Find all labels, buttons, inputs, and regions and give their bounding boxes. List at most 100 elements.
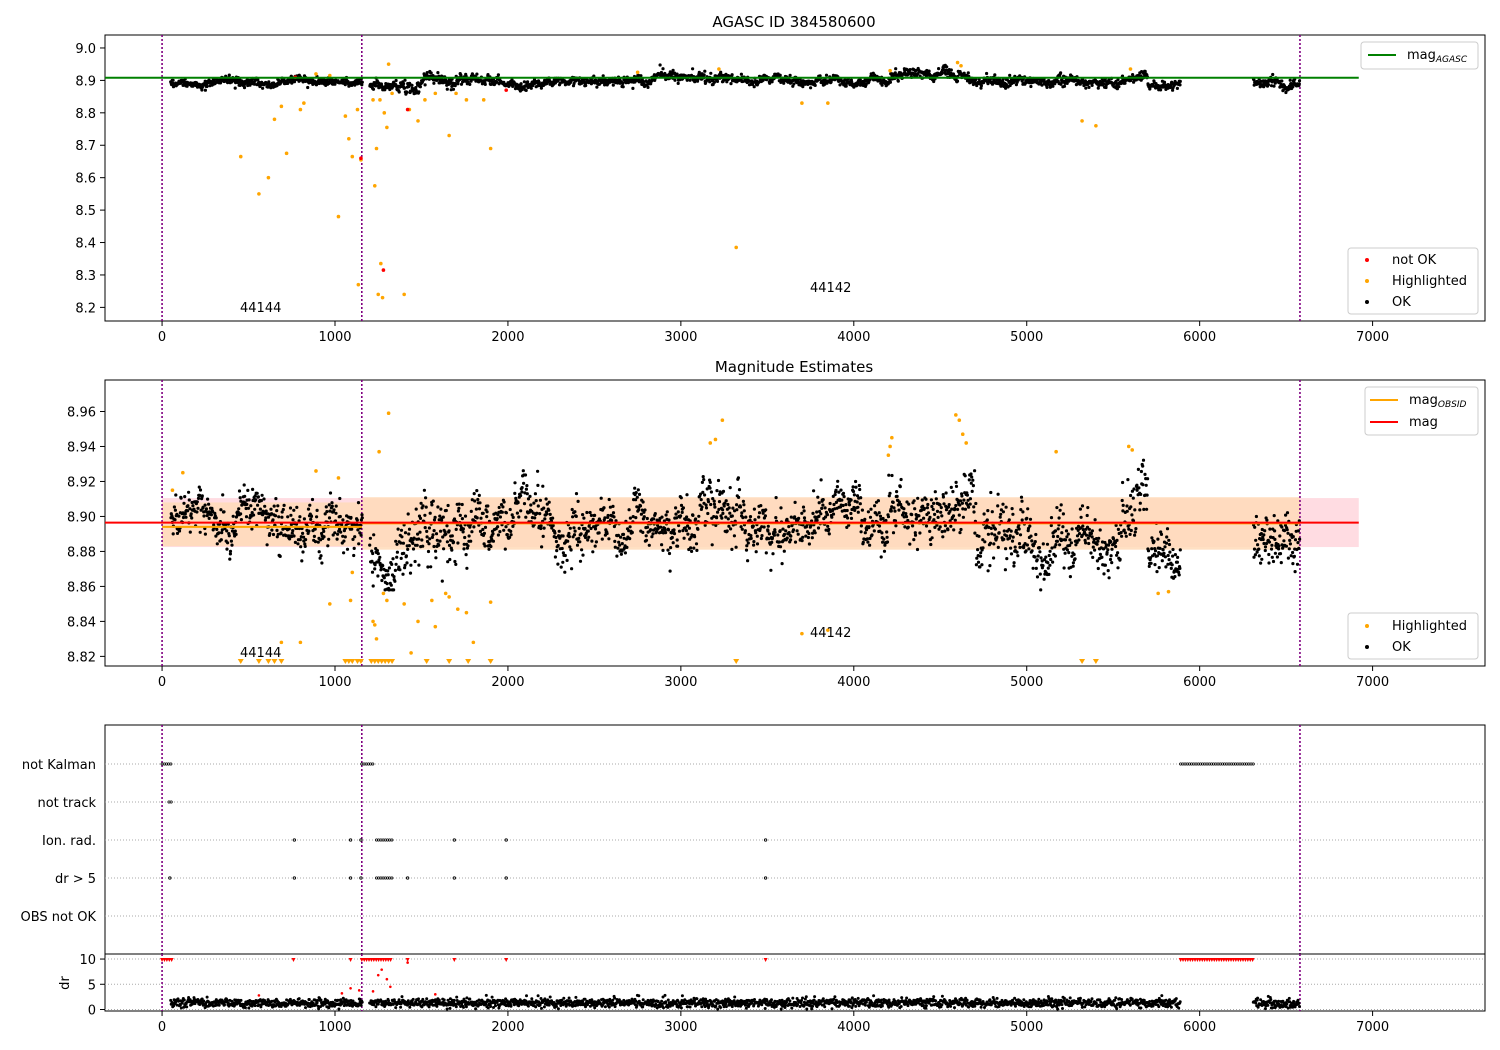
ok-point: [451, 87, 456, 91]
x-tick-label: 1000: [318, 330, 351, 345]
ok-point: [949, 68, 953, 72]
ok-point: [204, 507, 208, 511]
ok-point: [1029, 534, 1033, 538]
ok-point: [464, 553, 468, 557]
ok-point: [1118, 557, 1122, 562]
ok-point: [792, 82, 796, 86]
ok-point: [816, 495, 820, 499]
legend-ok: OK: [1392, 295, 1411, 310]
ok-point: [628, 516, 633, 520]
ok-point: [844, 84, 848, 88]
ok-point: [1063, 538, 1068, 542]
ok-point: [1064, 529, 1069, 533]
ok-point: [922, 506, 927, 511]
ok-point: [547, 508, 551, 512]
ok-point: [245, 502, 249, 506]
ok-point: [700, 505, 704, 509]
ok-point: [445, 87, 449, 91]
highlighted-point: [302, 101, 306, 105]
highlighted-point: [343, 114, 348, 118]
ok-point: [428, 511, 432, 515]
ok-point: [1168, 550, 1172, 554]
flag-point: [169, 762, 173, 766]
ok-point: [1293, 538, 1298, 542]
ok-point: [325, 510, 329, 514]
ok-point: [1073, 557, 1077, 561]
ok-point: [898, 485, 902, 489]
ok-point: [553, 531, 557, 535]
ok-point: [849, 511, 853, 516]
ok-point: [502, 528, 506, 532]
ok-point: [465, 566, 469, 570]
ok-point: [954, 503, 958, 508]
ok-point: [835, 485, 840, 489]
ok-point: [359, 533, 363, 537]
ok-point: [469, 79, 473, 83]
ok-point: [817, 501, 821, 505]
ok-point: [434, 549, 438, 553]
ok-point: [1010, 507, 1014, 511]
ok-point: [1059, 71, 1063, 75]
ok-point: [517, 515, 521, 519]
ok-point: [574, 492, 579, 496]
highlighted-point: [284, 151, 289, 156]
highlighted-point: [1054, 449, 1058, 454]
ok-point: [1102, 572, 1106, 576]
ok-point: [1285, 528, 1289, 532]
ok-point: [782, 81, 786, 85]
ok-point: [963, 507, 968, 511]
ok-point: [1150, 547, 1154, 551]
agasc-points-legend: not OK Highlighted OK: [1347, 247, 1479, 315]
ok-point: [276, 504, 280, 508]
ok-point: [577, 526, 581, 531]
ok-point: [625, 545, 629, 550]
agasc-line-legend: magAGASC: [1360, 41, 1479, 70]
highlighted-point: [377, 449, 381, 454]
ok-point: [634, 516, 638, 520]
ok-point: [1271, 559, 1276, 564]
ok-point: [919, 518, 923, 523]
highlighted-point: [266, 175, 271, 180]
flag-point: [390, 838, 394, 842]
ok-point: [410, 83, 414, 87]
ok-point: [928, 515, 932, 520]
ok-point: [1013, 545, 1017, 549]
ok-point: [1086, 506, 1090, 510]
ok-point: [217, 531, 221, 535]
ok-point: [1273, 537, 1277, 542]
ok-point: [1046, 561, 1050, 565]
ok-point: [762, 525, 766, 529]
ok-point: [1100, 555, 1104, 559]
ok-point: [821, 503, 825, 507]
ok-point: [827, 532, 831, 536]
ok-point: [787, 525, 791, 529]
x-tick-label: 4000: [837, 675, 870, 690]
highlighted-point: [238, 154, 243, 159]
highlighted-point: [734, 245, 739, 250]
legend-mag: mag: [1409, 415, 1438, 430]
ok-point: [587, 535, 591, 539]
ok-point: [1165, 535, 1169, 539]
ok-point: [696, 527, 700, 531]
ok-point: [1150, 536, 1154, 540]
ok-point: [322, 529, 326, 534]
ok-point: [934, 497, 938, 501]
ok-point: [568, 526, 572, 530]
ok-point: [262, 497, 266, 501]
highlighted-point: [471, 640, 476, 645]
ok-point: [877, 511, 881, 515]
ok-point: [203, 503, 207, 507]
x-tick-label: 4000: [837, 330, 870, 345]
ok-point: [920, 498, 924, 502]
ok-point: [824, 73, 829, 77]
ok-point: [667, 551, 672, 556]
flag-point: [169, 800, 173, 804]
ok-point: [229, 539, 233, 543]
ok-point: [1273, 529, 1277, 533]
ok-point: [646, 85, 650, 89]
ok-point: [1272, 84, 1276, 88]
ok-point: [928, 529, 932, 534]
ok-point: [277, 515, 281, 519]
ok-point: [391, 557, 395, 561]
ok-point: [551, 516, 555, 520]
